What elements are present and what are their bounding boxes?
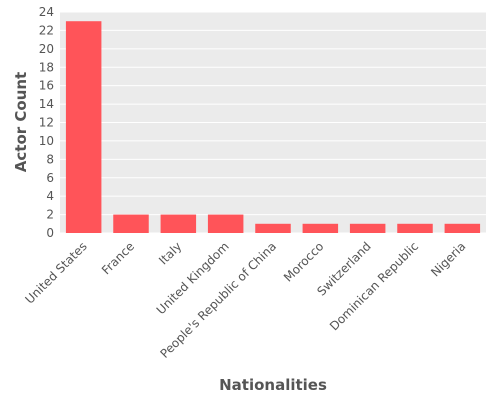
y-tick-label: 16	[39, 79, 54, 93]
x-tick-label: Italy	[156, 239, 184, 267]
bar	[65, 21, 102, 234]
y-tick-label: 12	[39, 116, 54, 130]
x-tick-label: Nigeria	[428, 239, 468, 279]
bar	[444, 223, 481, 233]
y-tick-label: 22	[39, 23, 54, 37]
bar	[255, 223, 291, 233]
y-tick-label: 4	[46, 189, 54, 203]
bar	[207, 214, 244, 233]
bars	[65, 21, 481, 234]
grid-lines	[60, 11, 486, 234]
bar	[113, 214, 149, 233]
y-tick-label: 24	[39, 5, 54, 19]
y-tick-label: 6	[46, 171, 54, 185]
y-tick-label: 2	[46, 208, 54, 222]
x-tick-label: France	[99, 239, 137, 277]
y-tick-label: 14	[39, 97, 54, 111]
bar	[302, 223, 339, 233]
y-tick-label: 0	[46, 226, 54, 240]
bar	[160, 214, 197, 233]
x-axis-title: Nationalities	[219, 376, 327, 394]
bar	[397, 223, 433, 233]
y-tick-label: 8	[46, 152, 54, 166]
x-tick-label: Dominican Republic	[327, 239, 421, 333]
x-tick-label: Morocco	[281, 239, 326, 284]
y-tick-label: 18	[39, 60, 54, 74]
x-tick-label: United States	[22, 239, 89, 306]
bar	[349, 223, 386, 233]
y-axis-title: Actor Count	[12, 72, 30, 172]
y-tick-label: 10	[39, 134, 54, 148]
y-tick-label: 20	[39, 42, 54, 56]
